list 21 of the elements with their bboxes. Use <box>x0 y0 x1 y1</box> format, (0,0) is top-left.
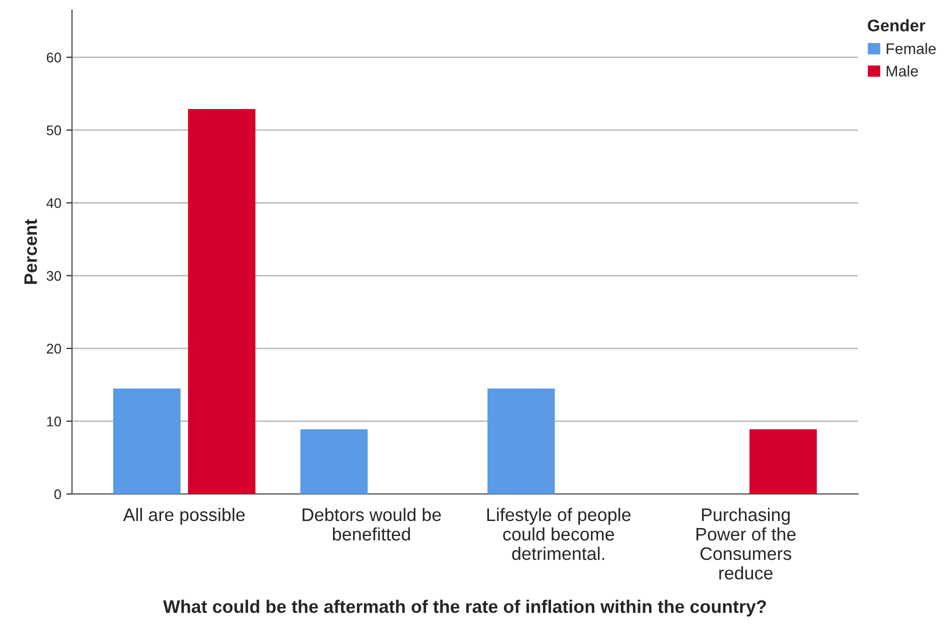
bar <box>749 429 817 494</box>
bar <box>487 388 555 494</box>
x-tick-label: Purchasing Power of the Consumers reduce <box>696 508 796 580</box>
y-tick-label: 60 <box>46 52 62 62</box>
bar <box>188 108 256 494</box>
x-axis-title: What could be the aftermath of the rate of inflation within the country? <box>163 600 766 617</box>
x-tick-label: All are possible <box>123 508 245 525</box>
y-tick-label: 40 <box>46 198 62 208</box>
legend-label: Male <box>886 65 918 77</box>
x-tick-label: Debtors would be benefitted <box>302 508 441 541</box>
y-tick-label: 10 <box>47 416 62 426</box>
y-tick-label: 20 <box>46 344 62 354</box>
y-tick-label: 30 <box>46 270 62 281</box>
y-tick-label: 50 <box>46 125 62 136</box>
legend-title: Gender <box>868 19 926 32</box>
x-tick-label: Lifestyle of people could become detrimental. <box>487 508 631 560</box>
y-tick-label: 0 <box>54 489 62 500</box>
bar <box>113 388 181 494</box>
bar <box>300 429 368 494</box>
y-axis-title: Percent <box>24 219 38 284</box>
legend-label: Female <box>886 42 936 54</box>
